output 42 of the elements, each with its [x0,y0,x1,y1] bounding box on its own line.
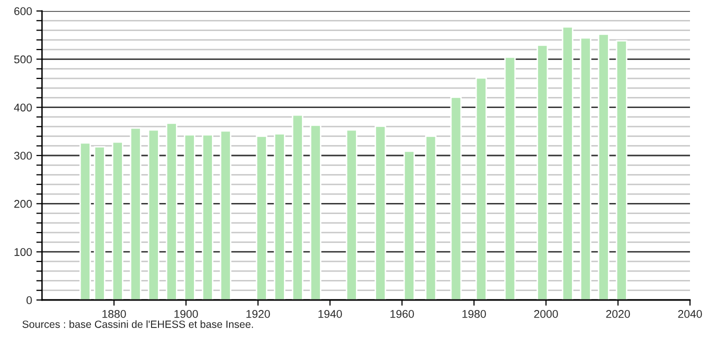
bar [616,40,628,300]
bar [256,136,268,300]
source-note: Sources : base Cassini de l'EHESS et base Insee. [22,320,253,328]
bar [450,96,462,300]
bar [425,136,437,300]
x-tick-label: 1880 [102,310,126,318]
y-tick-label: 400 [14,104,32,112]
bar [475,77,487,300]
bar [166,122,178,300]
bar [130,127,142,300]
x-tick-label: 1940 [318,310,342,318]
bar [292,114,304,300]
bar [79,142,91,300]
y-tick-label: 500 [14,55,32,64]
x-tick-label: 1960 [390,310,414,318]
x-tick-label: 1980 [462,310,486,318]
bar [536,44,548,300]
bar [112,141,124,300]
bar [403,150,415,300]
x-tick-label: 2040 [678,310,702,318]
bar [202,134,214,300]
x-tick-label: 1900 [174,310,198,318]
y-tick-label: 300 [14,152,32,160]
bar [148,129,160,300]
x-tick-label: 1920 [246,310,270,318]
bar [598,33,610,300]
y-tick-label: 100 [14,248,32,256]
bar [310,124,322,300]
bar [346,129,358,300]
bar [374,125,386,300]
bar [562,26,574,300]
bar [220,130,232,300]
bar [580,37,592,300]
y-tick-label: 0 [26,296,32,304]
x-tick-label: 2000 [534,310,558,318]
bar [184,134,196,300]
bar [504,56,516,300]
y-tick-label: 600 [14,7,32,16]
y-tick-label: 200 [14,200,32,208]
bar [274,133,286,300]
bar [94,146,106,300]
x-tick-label: 2020 [606,310,630,318]
